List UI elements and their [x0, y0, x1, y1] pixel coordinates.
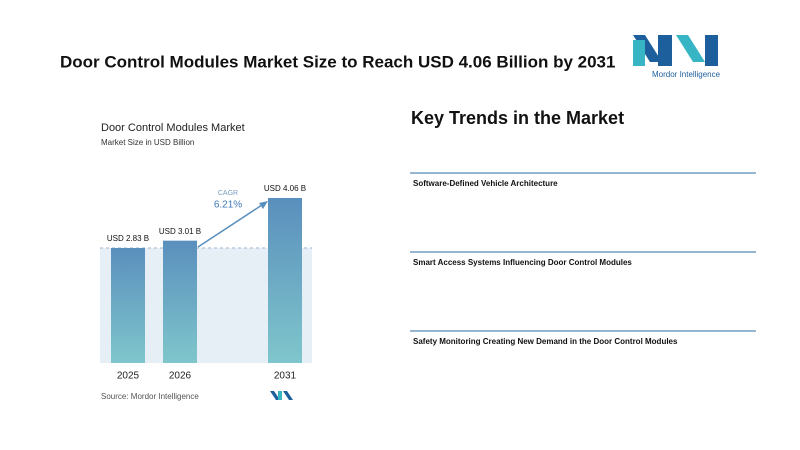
- source: Source: Mordor Intelligence: [101, 392, 199, 401]
- logo: [633, 35, 718, 66]
- x-tick-label: 2031: [274, 371, 297, 382]
- bar: [163, 240, 197, 363]
- trend-item: Software-Defined Vehicle Architecture: [413, 179, 558, 188]
- chart-subtitle: Market Size in USD Billion: [101, 138, 194, 147]
- value-label: USD 4.06 B: [264, 184, 306, 193]
- trend-item: Safety Monitoring Creating New Demand in…: [413, 337, 678, 346]
- x-tick-label: 2026: [169, 371, 192, 382]
- source-logo: [270, 391, 293, 400]
- x-tick-label: 2025: [117, 371, 140, 382]
- logo-text: Mordor Intelligence: [652, 70, 721, 79]
- chart-title: Door Control Modules Market: [101, 122, 245, 134]
- cagr-arrowhead: [259, 201, 268, 209]
- cagr-label: CAGR: [218, 190, 238, 197]
- bar: [268, 198, 302, 363]
- value-label: USD 2.83 B: [107, 234, 149, 243]
- trend-item: Smart Access Systems Influencing Door Co…: [413, 258, 632, 267]
- page-title: Door Control Modules Market Size to Reac…: [60, 52, 615, 71]
- cagr-value: 6.21%: [214, 200, 242, 211]
- trends-title: Key Trends in the Market: [411, 108, 624, 128]
- cagr-arrow: [197, 202, 266, 248]
- value-label: USD 3.01 B: [159, 227, 201, 236]
- bar: [111, 247, 145, 363]
